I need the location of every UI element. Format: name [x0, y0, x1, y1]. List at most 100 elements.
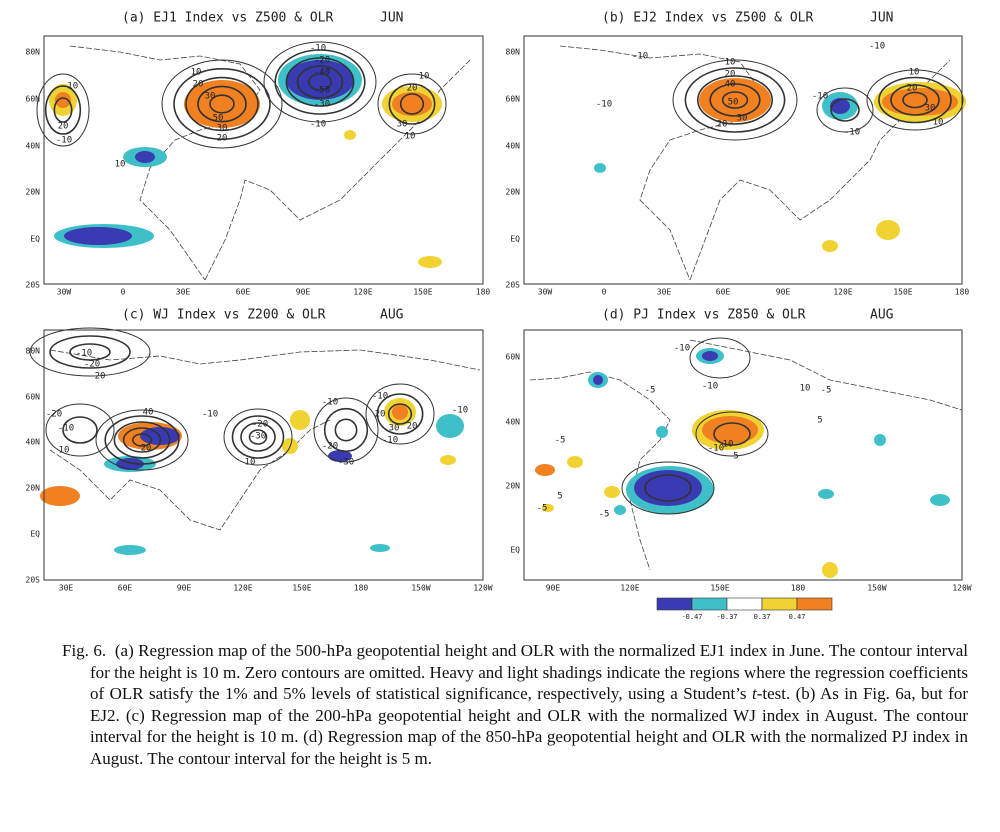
contour	[816, 87, 874, 133]
y-tick-label: 20S	[506, 281, 521, 290]
colorbar-box	[726, 597, 763, 611]
contour	[866, 69, 964, 131]
colorbar-box	[761, 597, 798, 611]
y-tick-label: 60N	[506, 95, 521, 104]
x-tick-label: 120W	[473, 584, 492, 593]
map-frame	[43, 35, 484, 285]
contour	[830, 98, 860, 122]
caption-text: -test. (b) As in Fig. 6a, but for EJ2. (…	[90, 684, 968, 768]
x-tick-label: 30E	[176, 288, 191, 297]
contour	[296, 65, 344, 99]
y-tick-label: 20N	[506, 482, 521, 491]
y-tick-label: 40N	[506, 418, 521, 427]
contour	[197, 85, 247, 123]
contour-label: -30	[250, 432, 266, 442]
x-tick-label: 180	[955, 288, 970, 297]
contour-label: 20	[217, 134, 228, 144]
olr-shading	[542, 504, 554, 512]
olr-shading	[594, 163, 606, 173]
olr-shading	[709, 86, 761, 114]
contour-label: 5	[817, 416, 822, 426]
contour	[113, 421, 171, 459]
x-tick-label: 150E	[710, 584, 729, 593]
olr-shading	[930, 494, 950, 506]
olr-shading	[876, 220, 900, 240]
y-tick-label: 80N	[506, 48, 521, 57]
contour	[132, 433, 153, 447]
caption-italic: t	[751, 684, 757, 704]
figure: (a) EJ1 Index vs Z500 & OLR JUN 30W 0 30E 60E…	[26, 11, 972, 622]
olr-shading	[328, 450, 352, 462]
x-tick-label: 60E	[236, 288, 251, 297]
x-tick-label: 30E	[59, 584, 74, 593]
contour-label: 10	[723, 440, 734, 450]
contour-label: -10	[674, 344, 690, 354]
x-tick-label: 120W	[952, 584, 971, 593]
olr-shading	[535, 464, 555, 476]
contour-label: 30	[217, 124, 228, 134]
contour-label: 10	[405, 132, 416, 142]
panel-month: AUG	[870, 308, 894, 323]
contour-label: 10	[933, 118, 944, 128]
olr-shading	[135, 151, 155, 163]
x-tick-label: 150E	[893, 288, 912, 297]
contour	[240, 422, 276, 452]
contour	[334, 418, 358, 442]
contour	[53, 97, 73, 123]
contour-label: 10	[909, 68, 920, 78]
contour	[387, 403, 413, 425]
olr-shading	[656, 426, 668, 438]
x-tick-label: 150E	[292, 584, 311, 593]
contour	[49, 335, 131, 369]
contour-label: -10	[708, 444, 724, 454]
contour	[45, 403, 115, 457]
colorbar-label: -0.47	[681, 613, 702, 621]
olr-shading	[370, 544, 390, 552]
contour-label: 10	[245, 458, 256, 468]
panel-month: JUN	[380, 11, 403, 26]
olr-shading	[290, 410, 310, 430]
x-tick-label: 180	[354, 584, 369, 593]
olr-shading	[436, 414, 464, 438]
contour-label: -10	[844, 128, 860, 138]
contour	[377, 73, 447, 135]
y-tick-label: 80N	[26, 347, 41, 356]
contour	[209, 94, 235, 114]
contour	[399, 93, 425, 115]
olr-shading	[604, 486, 620, 498]
contour	[695, 411, 769, 457]
panel-title: (a) EJ1 Index vs Z500 & OLR	[122, 11, 333, 26]
olr-shading	[882, 88, 958, 116]
contour	[307, 73, 332, 91]
contour-label: -10	[596, 100, 612, 110]
contour-label: -10	[76, 349, 92, 359]
contour	[672, 59, 798, 141]
contour-label: -20	[46, 410, 62, 420]
x-tick-label: 0	[602, 288, 607, 297]
contour-label: 40	[725, 80, 736, 90]
y-tick-label: 20N	[26, 188, 41, 197]
olr-shading	[286, 60, 354, 100]
contour	[902, 91, 928, 109]
contour-label: -10	[452, 406, 468, 416]
contour	[713, 422, 751, 446]
contour-label: 10	[419, 72, 430, 82]
panel-title: (d) PJ Index vs Z850 & OLR	[602, 308, 806, 323]
contour-label: 50	[213, 114, 224, 124]
olr-shading	[702, 416, 758, 444]
contour	[323, 407, 369, 453]
map-frame	[43, 329, 484, 581]
contour	[122, 427, 162, 453]
contour	[173, 68, 271, 141]
contour	[263, 41, 377, 123]
y-tick-label: EQ	[30, 235, 40, 244]
colorbar-box	[656, 597, 693, 611]
x-tick-label: 150E	[413, 288, 432, 297]
contour	[62, 416, 98, 444]
contour-label: 10	[725, 58, 736, 68]
olr-shading	[418, 256, 442, 268]
y-tick-label: 20S	[26, 281, 41, 290]
colorbar-label: -0.37	[716, 613, 737, 621]
x-tick-label: 120E	[233, 584, 252, 593]
x-tick-label: 150W	[867, 584, 886, 593]
